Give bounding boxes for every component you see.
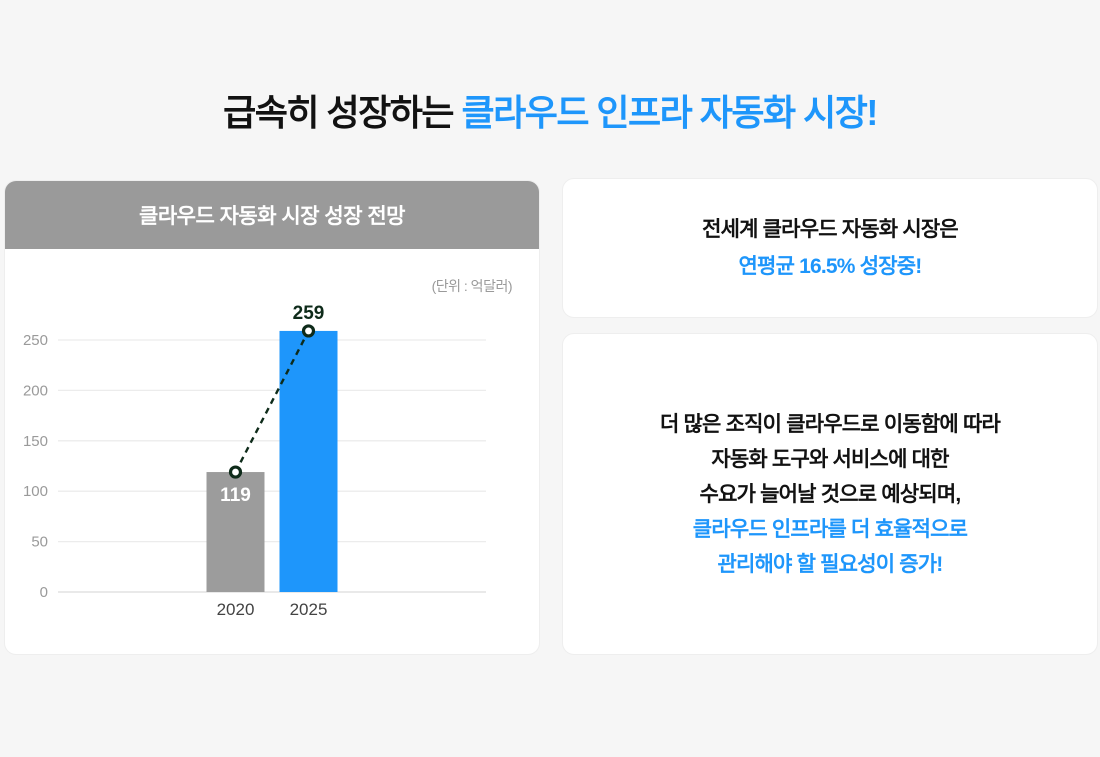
svg-text:2025: 2025: [290, 600, 328, 619]
svg-text:50: 50: [31, 534, 48, 551]
chart-unit-label: (단위 : 억달러): [431, 278, 513, 294]
info-line: 자동화 도구와 서비스에 대한: [711, 447, 949, 471]
svg-text:100: 100: [23, 483, 48, 500]
page-title-highlight: 클라우드 인프라 자동화 시장!: [461, 92, 878, 133]
info-line: 더 많은 조직이 클라우드로 이동함에 따라: [659, 412, 1001, 436]
svg-text:119: 119: [220, 485, 251, 506]
chart-card: 클라우드 자동화 시장 성장 전망 0 50 100 150 200 250 119 259 2…: [4, 180, 540, 655]
bar-chart: 0 50 100 150 200 250 119 259 2020 2025: [23, 303, 486, 619]
svg-text:200: 200: [23, 382, 48, 399]
svg-text:250: 250: [23, 332, 48, 349]
chart-body: 0 50 100 150 200 250 119 259 2020 2025 (단위 : 억달러): [5, 249, 539, 654]
info-card-demand-outlook: 더 많은 조직이 클라우드로 이동함에 따라 자동화 도구와 서비스에 대한 수…: [562, 333, 1098, 655]
info-line-highlight: 클라우드 인프라를 더 효율적으로: [692, 517, 968, 541]
chart-title: 클라우드 자동화 시장 성장 전망: [139, 205, 406, 228]
svg-text:259: 259: [293, 303, 325, 324]
svg-text:150: 150: [23, 433, 48, 450]
info-line-highlight: 관리해야 할 필요성이 증가!: [717, 552, 943, 576]
info-line: 전세계 클라우드 자동화 시장은: [702, 218, 959, 241]
svg-text:2020: 2020: [217, 600, 255, 619]
svg-text:0: 0: [40, 584, 48, 601]
page-title: 급속히 성장하는 클라우드 인프라 자동화 시장!: [0, 84, 1100, 136]
page-title-prefix: 급속히 성장하는: [223, 92, 462, 133]
info-card-market-growth: 전세계 클라우드 자동화 시장은 연평균 16.5% 성장중!: [562, 178, 1098, 318]
info-line: 수요가 늘어날 것으로 예상되며,: [699, 482, 962, 506]
info-line-highlight: 연평균 16.5% 성장중!: [738, 255, 923, 278]
chart-card-header: 클라우드 자동화 시장 성장 전망: [5, 181, 539, 249]
